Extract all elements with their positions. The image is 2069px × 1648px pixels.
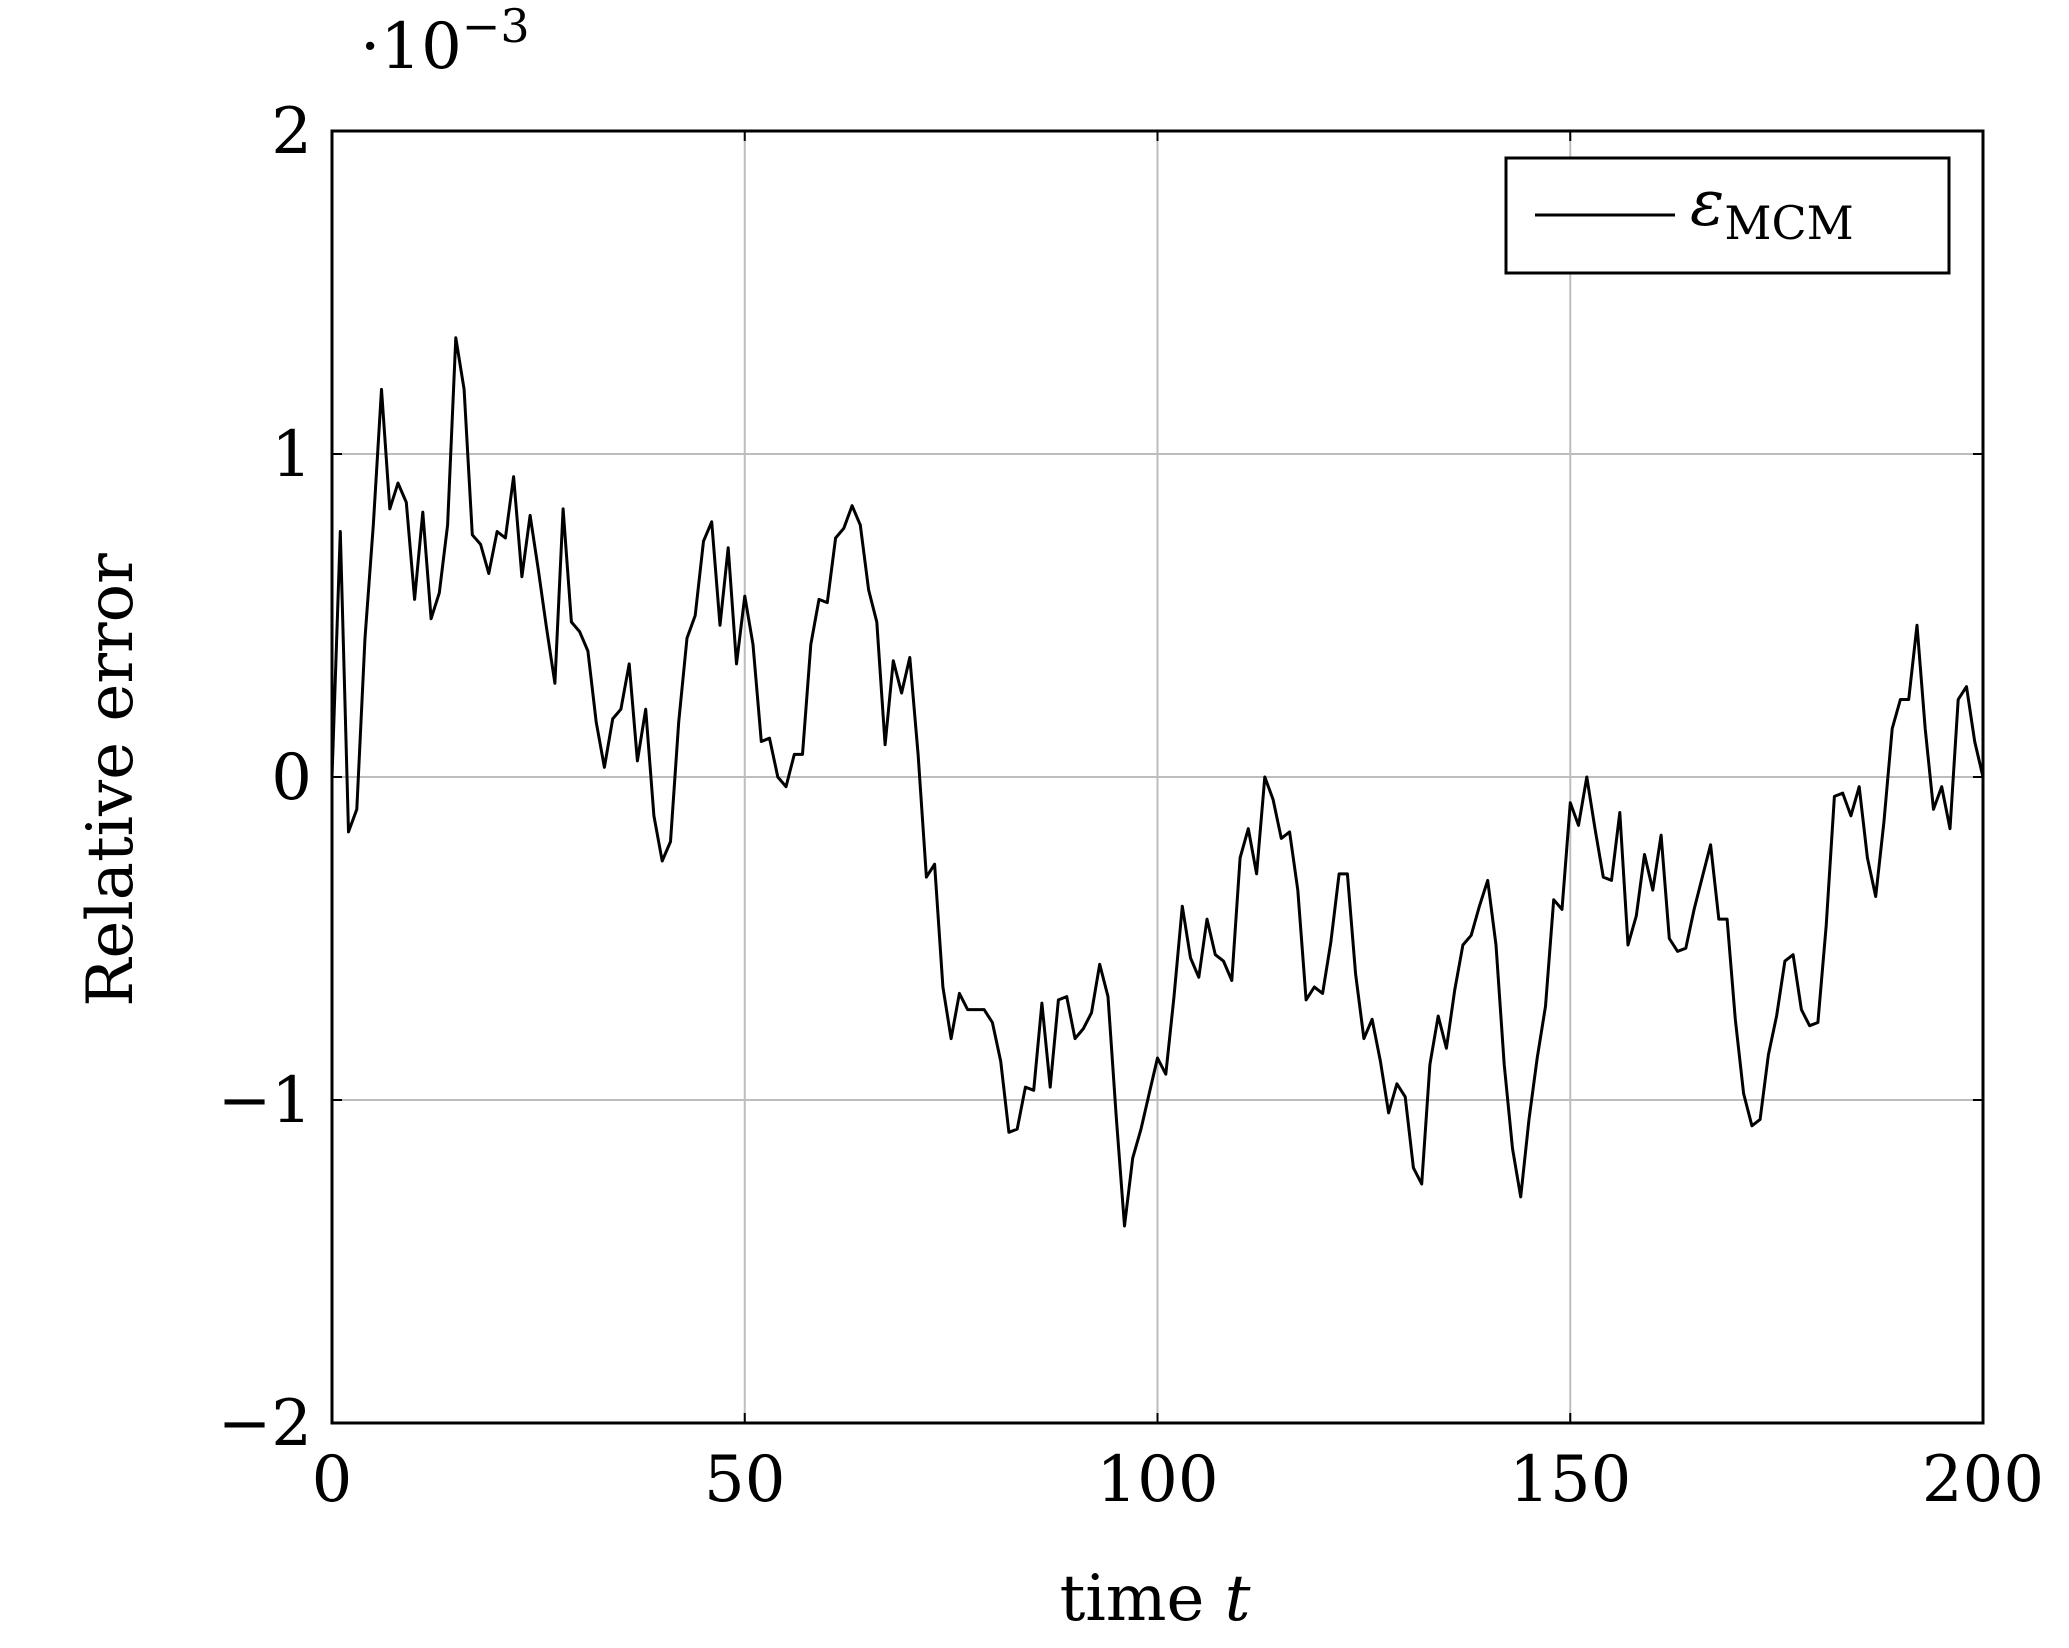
legend: εMCM — [1504, 156, 1951, 275]
y-axis-title: Relative error — [74, 553, 148, 1007]
x-axis-title-variable: t — [1225, 1562, 1251, 1636]
y-tick-label: −1 — [218, 1064, 312, 1138]
y-axis-multiplier: ·10−3 — [360, 0, 530, 84]
y-tick-label: 0 — [271, 741, 312, 815]
x-axis-title: time t — [1060, 1562, 1251, 1636]
x-tick-label: 50 — [704, 1443, 785, 1517]
y-multiplier-base: ·10 — [360, 10, 462, 84]
legend-subscript: MCM — [1724, 196, 1853, 250]
x-tick-label: 100 — [1096, 1443, 1218, 1517]
x-tick-label: 0 — [312, 1443, 353, 1517]
series-line-mcm — [330, 336, 1985, 1228]
y-tick-label: 2 — [271, 95, 312, 169]
y-tick-labels: −2 −1 0 1 2 — [218, 95, 312, 1461]
x-tick-labels: 0 50 100 150 200 — [312, 1443, 2044, 1517]
x-axis-title-text: time — [1060, 1562, 1225, 1636]
y-tick-label: −2 — [218, 1387, 312, 1461]
legend-symbol: ε — [1690, 167, 1724, 241]
legend-label: εMCM — [1690, 167, 1854, 250]
y-multiplier-exponent: −3 — [462, 0, 530, 53]
x-tick-label: 150 — [1509, 1443, 1631, 1517]
x-tick-label: 200 — [1922, 1443, 2044, 1517]
tick-marks — [331, 130, 1984, 1424]
series-layer — [330, 336, 1985, 1228]
y-tick-label: 1 — [271, 418, 312, 492]
